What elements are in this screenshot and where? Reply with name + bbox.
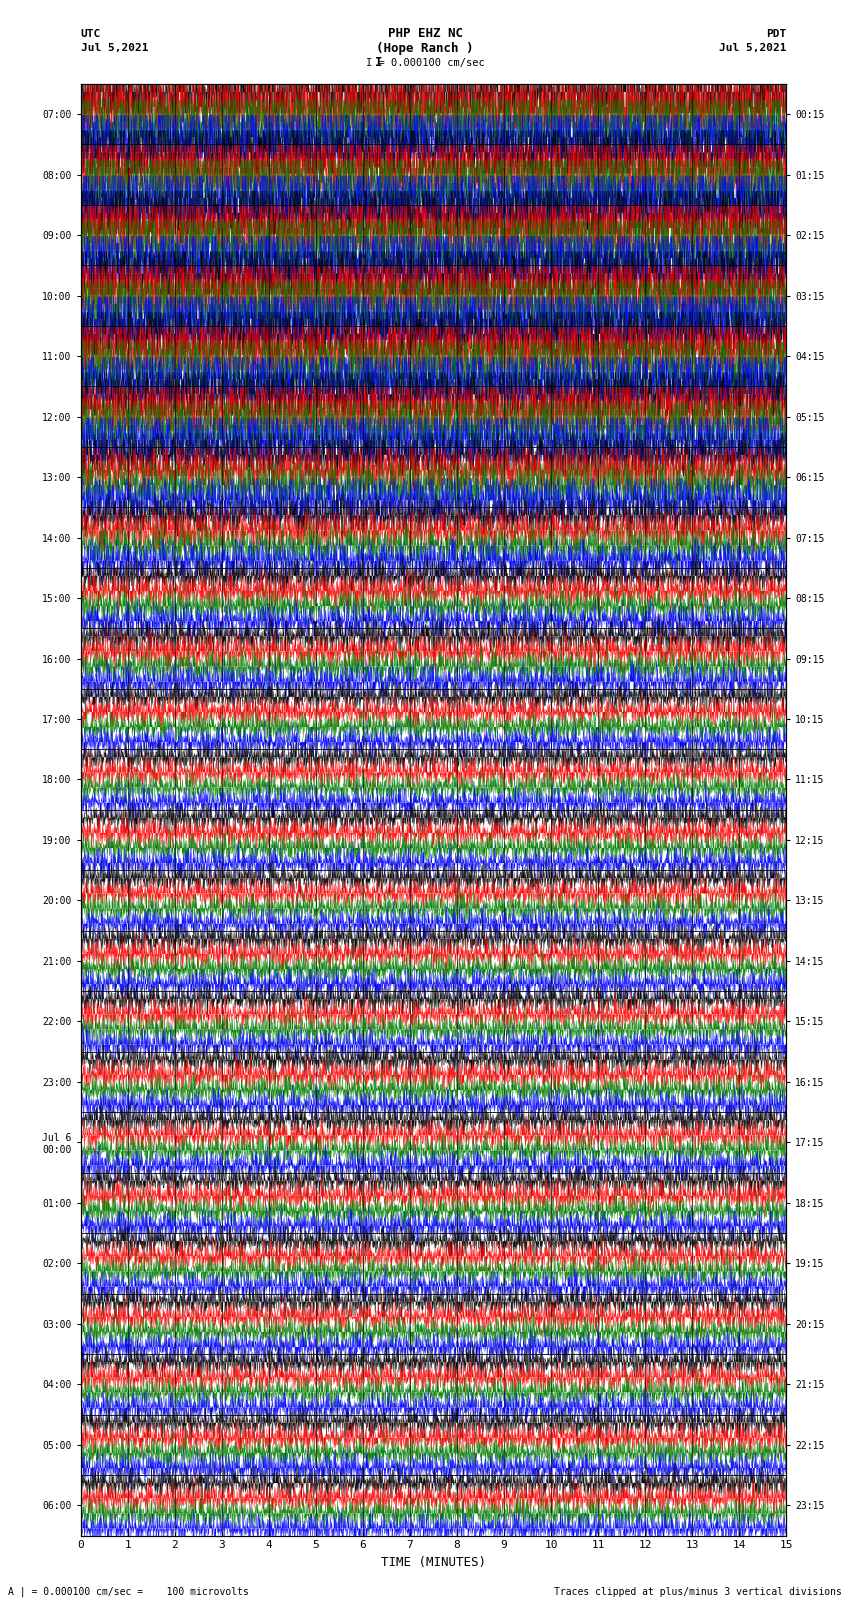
X-axis label: TIME (MINUTES): TIME (MINUTES) bbox=[381, 1557, 486, 1569]
Text: I = 0.000100 cm/sec: I = 0.000100 cm/sec bbox=[366, 58, 484, 68]
Text: (Hope Ranch ): (Hope Ranch ) bbox=[377, 42, 473, 55]
Text: Jul 5,2021: Jul 5,2021 bbox=[81, 44, 148, 53]
Text: I: I bbox=[375, 56, 382, 69]
Text: Traces clipped at plus/minus 3 vertical divisions: Traces clipped at plus/minus 3 vertical … bbox=[553, 1587, 842, 1597]
Text: Jul 5,2021: Jul 5,2021 bbox=[719, 44, 786, 53]
Text: UTC: UTC bbox=[81, 29, 101, 39]
Text: PDT: PDT bbox=[766, 29, 786, 39]
Text: PHP EHZ NC: PHP EHZ NC bbox=[388, 27, 462, 40]
Text: A | = 0.000100 cm/sec =    100 microvolts: A | = 0.000100 cm/sec = 100 microvolts bbox=[8, 1587, 249, 1597]
